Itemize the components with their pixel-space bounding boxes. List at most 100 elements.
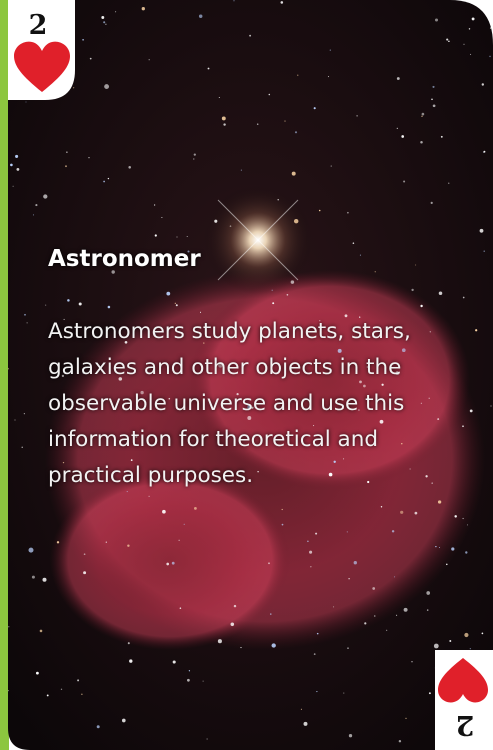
star [142, 7, 145, 10]
star [420, 141, 423, 144]
star [404, 608, 408, 612]
star [200, 312, 201, 313]
star [315, 533, 317, 535]
star [426, 591, 430, 595]
side-strip [0, 0, 9, 750]
star [421, 403, 422, 404]
star [57, 541, 59, 543]
star [333, 606, 334, 607]
star [241, 170, 242, 171]
star [330, 50, 331, 51]
star [434, 644, 439, 649]
star [463, 44, 464, 45]
star [489, 56, 491, 58]
star [421, 116, 422, 117]
star [343, 693, 344, 694]
star [284, 121, 285, 122]
star [194, 153, 196, 155]
star [108, 306, 111, 309]
star [464, 633, 468, 637]
star [347, 212, 349, 214]
star [15, 420, 16, 421]
star [375, 271, 376, 272]
star [364, 622, 366, 624]
star [35, 204, 37, 206]
star [175, 303, 176, 304]
star [490, 28, 491, 29]
star [451, 547, 454, 550]
star [193, 158, 194, 159]
star [432, 86, 434, 88]
star [105, 24, 106, 25]
star [430, 331, 431, 332]
star [77, 679, 79, 681]
star [314, 107, 316, 109]
star [108, 178, 109, 179]
star [187, 236, 188, 237]
star [282, 524, 284, 526]
star [127, 545, 129, 547]
star [249, 35, 251, 37]
star [401, 135, 404, 138]
star [233, 0, 234, 1]
star [356, 115, 357, 116]
star [61, 689, 62, 690]
star [470, 54, 471, 55]
star [166, 563, 169, 566]
star [480, 229, 484, 233]
star [25, 101, 26, 102]
star [199, 14, 202, 17]
star [47, 694, 49, 696]
star [272, 643, 276, 647]
star [22, 447, 23, 448]
star [470, 409, 473, 412]
star [8, 626, 9, 627]
star [82, 39, 84, 41]
star [347, 647, 348, 648]
star [223, 123, 225, 125]
star [405, 718, 406, 719]
star [172, 562, 175, 565]
star [397, 128, 398, 129]
rank-bottom: 2 [456, 709, 475, 740]
star [349, 734, 352, 737]
star [470, 648, 471, 649]
star [446, 39, 448, 41]
star [180, 607, 182, 609]
star [207, 738, 208, 739]
star [179, 540, 180, 541]
star [463, 297, 465, 299]
star [97, 725, 100, 728]
star [187, 679, 190, 682]
star [149, 496, 150, 497]
star [316, 691, 317, 692]
star [483, 151, 485, 153]
star [194, 507, 197, 510]
star [310, 566, 311, 567]
star [438, 500, 441, 503]
star [128, 642, 130, 644]
star [439, 292, 443, 296]
star [269, 94, 271, 96]
star [399, 740, 401, 742]
star [429, 398, 430, 399]
star [234, 605, 236, 607]
playing-card: 2 2 Astronomer Astronomers study planets… [0, 0, 493, 750]
star [104, 84, 109, 89]
star [88, 157, 89, 158]
star [297, 75, 298, 76]
star [425, 475, 427, 477]
star [90, 58, 92, 60]
description-line: Astronomers study planets, stars, [48, 314, 411, 350]
star [13, 186, 14, 187]
star [314, 653, 316, 655]
star [372, 587, 375, 590]
star [448, 183, 449, 184]
star [467, 524, 468, 525]
star [437, 418, 439, 420]
star [272, 302, 274, 304]
star [79, 302, 82, 305]
star [422, 113, 425, 116]
star [101, 16, 104, 19]
card-title: Astronomer [48, 246, 201, 272]
